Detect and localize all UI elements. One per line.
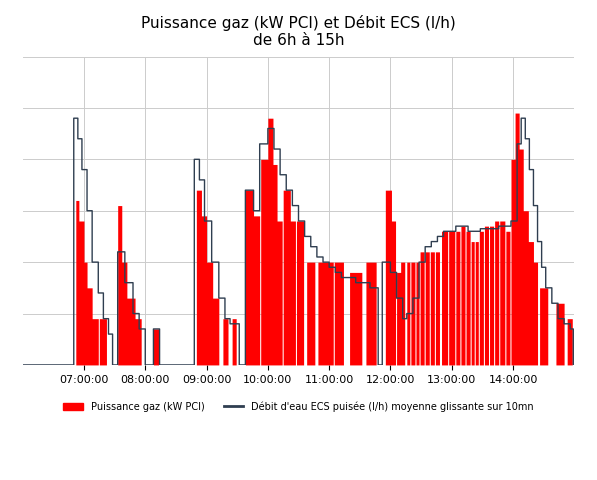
Title: Puissance gaz (kW PCI) et Débit ECS (l/h)
de 6h à 15h: Puissance gaz (kW PCI) et Débit ECS (l/h… [141,15,456,48]
Legend: Puissance gaz (kW PCI), Débit d'eau ECS puisée (l/h) moyenne glissante sur 10mn: Puissance gaz (kW PCI), Débit d'eau ECS … [60,397,537,416]
